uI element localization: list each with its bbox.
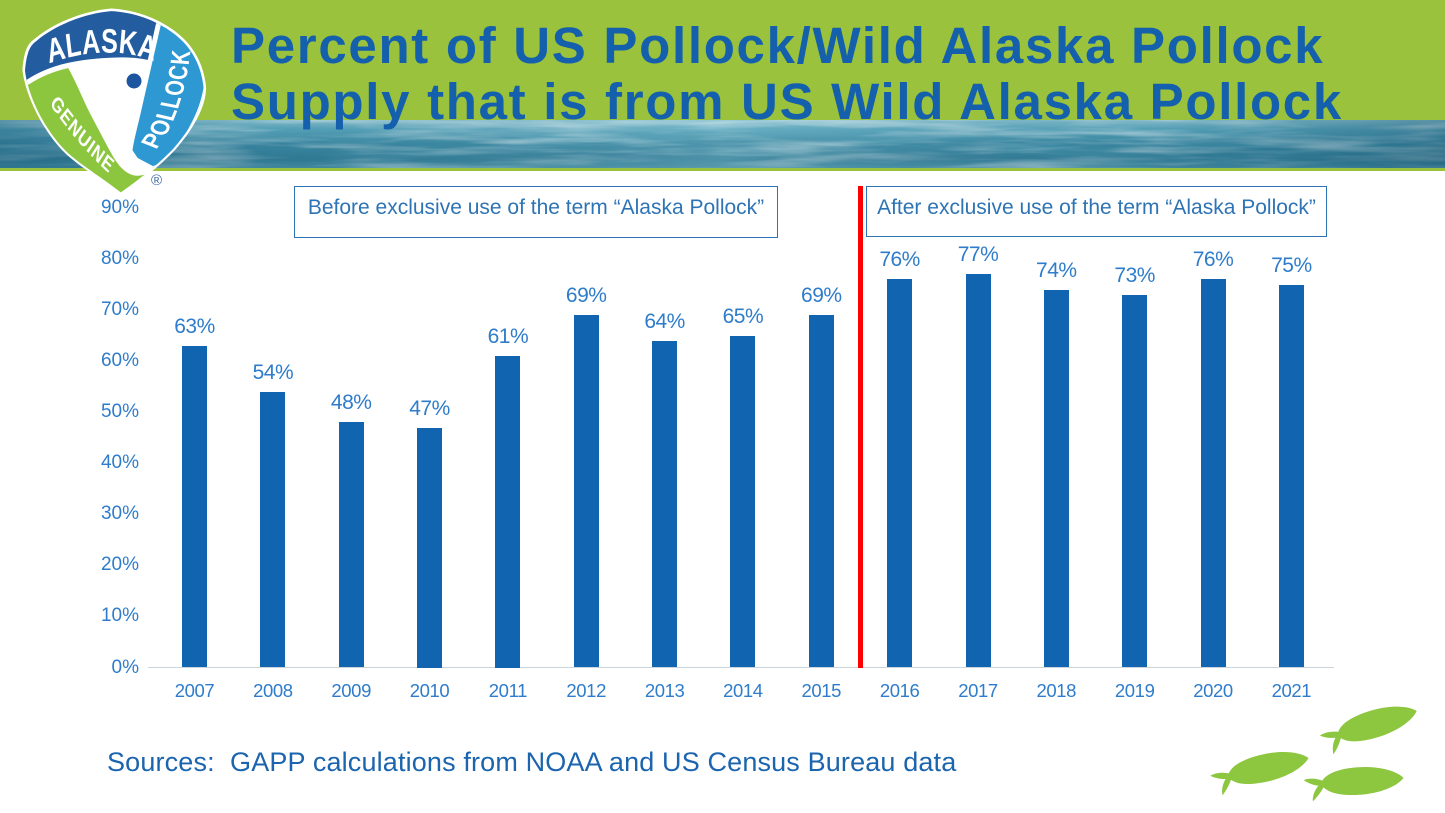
svg-text:®: ® <box>151 172 162 189</box>
